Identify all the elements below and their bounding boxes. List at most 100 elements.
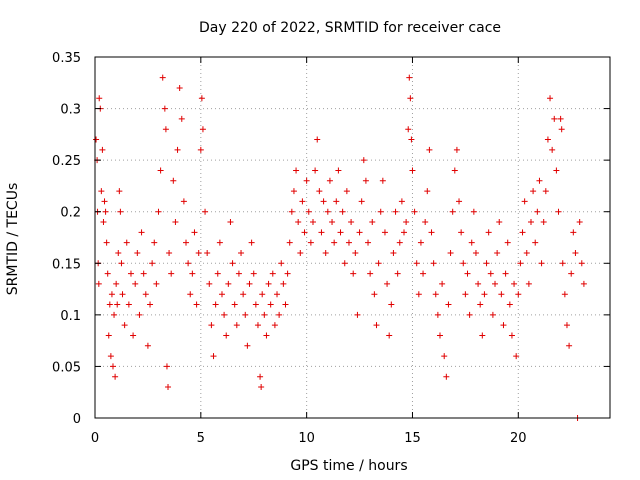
data-point: [104, 270, 111, 277]
data-point: [409, 167, 416, 174]
data-point: [566, 342, 573, 349]
data-point: [547, 95, 554, 102]
data-point: [168, 270, 175, 277]
x-tick-label: 20: [510, 431, 527, 446]
data-point: [354, 311, 361, 318]
data-point: [356, 229, 363, 236]
data-point: [246, 280, 253, 287]
data-point: [466, 311, 473, 318]
data-point: [558, 126, 565, 133]
y-axis-title: SRMTID / TECUs: [5, 183, 21, 296]
data-point: [299, 198, 306, 205]
data-point: [553, 167, 560, 174]
data-point: [462, 291, 469, 298]
data-point: [278, 260, 285, 267]
data-point: [386, 332, 393, 339]
data-point: [422, 219, 429, 226]
data-point: [195, 249, 202, 256]
data-point: [159, 74, 166, 81]
data-point: [117, 208, 124, 215]
data-point: [407, 95, 414, 102]
data-point: [551, 115, 558, 122]
data-point: [525, 280, 532, 287]
data-point: [242, 311, 249, 318]
data-point: [261, 311, 268, 318]
data-point: [408, 136, 415, 143]
data-points: [93, 74, 587, 421]
y-tick-label: 0.1: [60, 309, 81, 324]
data-point: [121, 322, 128, 329]
data-point: [470, 208, 477, 215]
data-point: [134, 249, 141, 256]
data-point: [343, 188, 350, 195]
x-tick-label: 5: [197, 431, 205, 446]
data-point: [99, 146, 106, 153]
data-point: [274, 291, 281, 298]
data-point: [116, 188, 123, 195]
data-point: [231, 301, 238, 308]
data-point: [112, 373, 119, 380]
data-point: [282, 301, 289, 308]
data-point: [225, 280, 232, 287]
data-point: [106, 301, 113, 308]
data-point: [483, 260, 490, 267]
data-point: [314, 136, 321, 143]
data-point: [530, 188, 537, 195]
data-point: [309, 219, 316, 226]
data-point: [504, 239, 511, 246]
data-point: [233, 322, 240, 329]
data-point: [534, 208, 541, 215]
data-point: [324, 208, 331, 215]
data-point: [305, 208, 312, 215]
data-point: [191, 229, 198, 236]
data-point: [345, 239, 352, 246]
data-point: [406, 74, 413, 81]
y-tick-label: 0.35: [52, 51, 81, 66]
y-tick-label: 0.3: [60, 103, 81, 118]
data-point: [576, 219, 583, 226]
data-point: [322, 249, 329, 256]
data-point: [248, 239, 255, 246]
data-point: [166, 249, 173, 256]
x-tick-label: 15: [404, 431, 421, 446]
data-point: [568, 270, 575, 277]
y-tick-label: 0.15: [52, 257, 81, 272]
data-point: [238, 249, 245, 256]
data-point: [163, 363, 170, 370]
data-point: [165, 384, 172, 391]
data-point: [301, 229, 308, 236]
data-point: [557, 115, 564, 122]
data-point: [350, 270, 357, 277]
data-point: [257, 373, 264, 380]
data-point: [456, 198, 463, 205]
chart-title: Day 220 of 2022, SRMTID for receiver cac…: [199, 20, 501, 36]
data-point: [392, 208, 399, 215]
data-point: [542, 188, 549, 195]
data-point: [428, 229, 435, 236]
data-point: [519, 229, 526, 236]
data-point: [451, 167, 458, 174]
data-point: [114, 301, 121, 308]
data-point: [479, 332, 486, 339]
data-point: [420, 270, 427, 277]
x-tick-label: 10: [298, 431, 315, 446]
data-point: [202, 208, 209, 215]
data-point: [174, 146, 181, 153]
data-point: [100, 219, 107, 226]
data-point: [107, 353, 114, 360]
data-point: [105, 332, 112, 339]
data-point: [318, 229, 325, 236]
data-point: [293, 167, 300, 174]
data-point: [312, 167, 319, 174]
data-point: [436, 332, 443, 339]
data-point: [244, 342, 251, 349]
data-point: [185, 260, 192, 267]
data-point: [536, 177, 543, 184]
data-point: [153, 280, 160, 287]
data-point: [381, 229, 388, 236]
data-point: [140, 270, 147, 277]
data-point: [111, 311, 118, 318]
data-point: [369, 219, 376, 226]
data-point: [496, 219, 503, 226]
